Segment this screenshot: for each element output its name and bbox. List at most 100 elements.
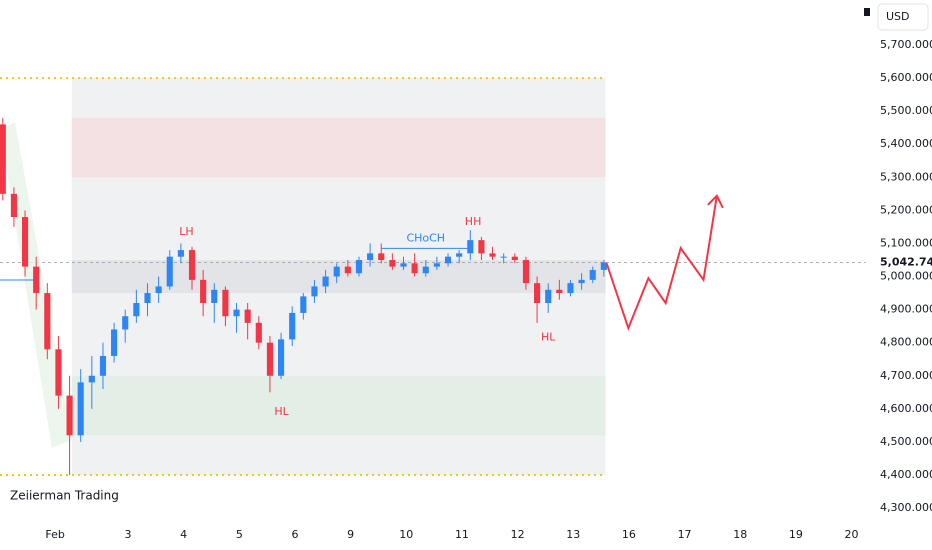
candle-body xyxy=(411,263,418,274)
candle-body xyxy=(422,266,429,274)
candle-body xyxy=(367,253,374,260)
zone-demand xyxy=(71,375,606,436)
candle-body xyxy=(389,260,396,267)
candle-body xyxy=(355,260,363,274)
candle-body xyxy=(400,263,407,267)
icon xyxy=(864,8,870,16)
candle-body xyxy=(66,395,73,436)
candle-body xyxy=(444,256,452,264)
currency-box[interactable] xyxy=(877,3,929,31)
price-tag xyxy=(868,253,930,272)
candle-body xyxy=(534,283,541,304)
y-tick-label: 5,000.000 xyxy=(880,270,932,283)
candle-body xyxy=(522,260,530,284)
candle-body xyxy=(166,256,173,287)
x-tick-label: 11 xyxy=(455,528,469,541)
candle-body xyxy=(122,316,129,330)
swing-label: HH xyxy=(465,215,482,228)
candle-body xyxy=(77,382,84,436)
candle-body xyxy=(244,309,251,323)
price-axis xyxy=(866,0,932,550)
candle-body xyxy=(155,286,162,294)
candle-body xyxy=(144,293,151,304)
candle-body xyxy=(222,289,229,317)
candle-body xyxy=(545,289,552,304)
candle-body xyxy=(567,283,574,294)
x-tick-label: 12 xyxy=(511,528,525,541)
candle-body xyxy=(255,322,262,343)
candle-body xyxy=(277,339,285,376)
arrow-head xyxy=(707,194,724,209)
x-tick-label: 20 xyxy=(845,528,859,541)
y-tick-label: 4,500.000 xyxy=(880,435,932,448)
x-tick-label: 5 xyxy=(236,528,243,541)
candle-body xyxy=(322,276,329,287)
x-tick-label: 16 xyxy=(622,528,636,541)
marks: CHoCH LH HL HH HL xyxy=(0,117,724,476)
y-tick-label: 5,200.000 xyxy=(880,203,932,216)
candle-body xyxy=(378,253,385,260)
candle-body xyxy=(344,266,351,274)
currency: USD xyxy=(886,10,910,23)
x-tick-label: 18 xyxy=(733,528,747,541)
candle-body xyxy=(600,262,607,270)
candle-body xyxy=(188,250,196,280)
candle-body xyxy=(289,312,296,340)
candle-body xyxy=(10,193,17,217)
candle-body xyxy=(133,303,140,317)
candle-body xyxy=(556,289,563,294)
candle-body xyxy=(211,289,218,304)
candle-body xyxy=(55,349,62,396)
swing-label: HL xyxy=(274,405,289,418)
candle-body xyxy=(266,342,273,376)
candle-body xyxy=(500,256,507,258)
candle-body xyxy=(456,253,463,257)
candle-body xyxy=(111,329,118,356)
candle-body xyxy=(200,279,207,304)
candle-body xyxy=(0,124,6,194)
y-tick-label: 5,300.000 xyxy=(880,170,932,183)
x-tick-label: 17 xyxy=(678,528,692,541)
candle-body xyxy=(578,279,585,284)
swing-label: HL xyxy=(541,331,556,344)
y-tick-label: 5,600.000 xyxy=(880,71,932,84)
candle-body xyxy=(511,256,518,260)
x-tick-label: Feb xyxy=(45,528,64,541)
y-tick-label: 4,800.000 xyxy=(880,336,932,349)
y-tick-label: 4,600.000 xyxy=(880,402,932,415)
swing-label: LH xyxy=(179,225,193,238)
y-tick-label: 4,900.000 xyxy=(880,303,932,316)
candle-body xyxy=(478,240,485,254)
y-tick-label: 5,500.000 xyxy=(880,104,932,117)
candle-body xyxy=(44,293,51,350)
y-tick-label: 5,400.000 xyxy=(880,137,932,150)
y-tick-label: 4,400.000 xyxy=(880,468,932,481)
x-tick-label: 19 xyxy=(789,528,803,541)
price-tag-label: 5,042.740 xyxy=(880,255,932,268)
candle-body xyxy=(177,250,184,257)
zone-supply xyxy=(71,117,606,178)
candle-body xyxy=(489,253,496,257)
choch-label: CHoCH xyxy=(406,231,445,244)
x-tick-label: 10 xyxy=(399,528,413,541)
x-tick-label: 6 xyxy=(291,528,298,541)
candle-body xyxy=(433,263,440,267)
candle-body xyxy=(233,309,240,317)
y-tick-label: 4,300.000 xyxy=(880,501,932,514)
x-tick-label: 3 xyxy=(125,528,132,541)
x-tick-label: 13 xyxy=(566,528,580,541)
candle-body xyxy=(311,286,318,297)
watermark: Zeiierman Trading xyxy=(10,489,119,503)
candle-body xyxy=(589,269,596,280)
y-tick-label: 4,700.000 xyxy=(880,369,932,382)
x-tick-label: 9 xyxy=(347,528,354,541)
y-tick-label: 5,100.000 xyxy=(880,236,932,249)
candle-body xyxy=(21,216,29,267)
candle-body xyxy=(300,296,307,313)
candle-body xyxy=(88,375,95,383)
candle-body xyxy=(99,355,107,376)
candle-body xyxy=(333,266,340,277)
y-tick-label: 5,700.000 xyxy=(880,38,932,51)
candle-body xyxy=(33,266,40,294)
